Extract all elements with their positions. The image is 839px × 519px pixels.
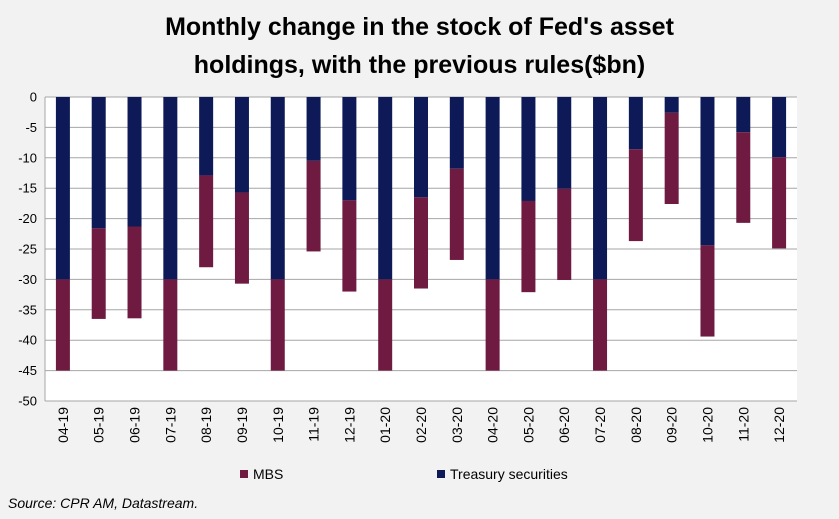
bar-treasury-securities [199,97,214,176]
legend-label: MBS [253,466,283,482]
bar-mbs [127,226,142,319]
y-tick-label: 0 [30,90,37,105]
bar-treasury-securities [664,97,679,113]
bar-mbs [700,245,715,337]
bar-mbs [270,279,285,371]
bar-mbs [199,175,214,268]
x-tick-label: 09-20 [664,407,680,443]
y-tick-label: -50 [18,394,37,409]
bar-mbs [628,149,643,242]
bar-mbs [55,279,70,371]
x-tick-label: 09-19 [234,407,250,443]
bar-mbs [378,279,393,371]
bar-treasury-securities [700,97,715,246]
bar-mbs [163,279,178,371]
legend: MBS Treasury securities [240,466,568,482]
bar-treasury-securities [628,97,643,150]
x-tick-label: 07-19 [162,407,178,443]
x-tick-label: 01-20 [377,407,393,443]
x-tick-label: 08-19 [198,407,214,443]
bar-treasury-securities [736,97,751,133]
y-axis: 0 -5 -10 -15 -20 -25 -30 -35 -40 -45 -50 [18,90,37,409]
bar-mbs [557,188,572,281]
x-tick-label: 04-19 [55,407,71,443]
bar-mbs [91,228,106,319]
bar-mbs [593,279,608,371]
bar-mbs [342,200,357,292]
bar-treasury-securities [414,97,428,198]
y-tick-label: -25 [18,242,37,257]
legend-swatch [240,470,248,478]
bar-treasury-securities [306,97,321,161]
x-tick-label: 05-20 [520,407,536,443]
x-axis: 04-19 05-19 06-19 07-19 08-19 09-19 10-19 11-19… [55,407,787,443]
bar-mbs [664,112,679,205]
bar-mbs [521,200,536,293]
bar-mbs [485,279,500,371]
y-tick-label: -35 [18,302,37,317]
bar-treasury-securities [449,97,464,169]
x-tick-label: 05-19 [91,407,107,443]
bar-treasury-securities [521,97,536,201]
x-tick-label: 04-20 [485,407,501,443]
legend-swatch [437,470,445,478]
x-tick-label: 07-20 [592,407,608,443]
bar-treasury-securities [342,97,357,201]
chart-title: Monthly change in the stock of Fed's ass… [0,8,839,84]
bar-mbs [449,168,464,260]
chart-title-line2: holdings, with the previous rules($bn) [193,51,646,79]
y-tick-label: -20 [18,211,37,226]
y-tick-label: -45 [18,363,37,378]
bar-treasury-securities [55,97,70,280]
bar-mbs [306,160,321,252]
x-tick-label: 08-20 [628,407,644,443]
bars [55,97,787,371]
x-tick-label: 06-19 [127,407,143,443]
x-tick-label: 12-19 [341,407,357,443]
source-note: Source: CPR AM, Datastream. [8,495,199,511]
bar-mbs [736,132,751,223]
y-tick-label: -15 [18,181,37,196]
legend-label: Treasury securities [450,466,568,482]
bar-treasury-securities [593,97,608,280]
y-tick-label: -10 [18,150,37,165]
bar-treasury-securities [234,97,249,193]
x-tick-label: 11-19 [306,407,322,442]
x-tick-label: 10-20 [699,407,715,443]
chart-title-line1: Monthly change in the stock of Fed's ass… [165,13,674,41]
bar-treasury-securities [91,97,106,229]
x-tick-label: 12-20 [771,407,787,443]
bar-treasury-securities [163,97,178,280]
y-tick-label: -5 [25,120,37,135]
x-tick-label: 03-20 [449,407,465,443]
bar-treasury-securities [378,97,393,280]
bar-treasury-securities [485,97,500,280]
x-tick-label: 02-20 [413,407,429,443]
bar-treasury-securities [557,97,572,189]
bar-treasury-securities [127,97,142,227]
x-tick-label: 06-20 [556,407,572,443]
x-tick-label: 11-20 [735,407,751,442]
bar-mbs [772,157,787,249]
y-tick-label: -40 [18,333,37,348]
y-tick-label: -30 [18,272,37,287]
bar-mbs [414,197,428,289]
bar-mbs [234,192,249,284]
bar-treasury-securities [772,97,787,158]
bar-treasury-securities [270,97,285,280]
x-tick-label: 10-19 [270,407,286,443]
